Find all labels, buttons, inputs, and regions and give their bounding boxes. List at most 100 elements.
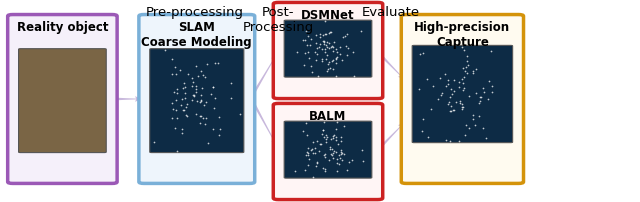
Point: [328, 67, 338, 70]
Point: [322, 69, 332, 73]
Point: [335, 157, 346, 160]
Point: [446, 87, 456, 91]
Point: [462, 72, 472, 75]
Point: [477, 126, 488, 129]
Point: [417, 129, 428, 133]
Point: [332, 50, 342, 53]
Point: [182, 103, 192, 106]
Point: [320, 168, 330, 171]
Point: [328, 45, 338, 48]
Point: [355, 29, 365, 32]
Point: [171, 73, 181, 76]
Point: [167, 101, 177, 104]
Point: [444, 100, 454, 104]
Point: [337, 159, 348, 162]
Point: [487, 90, 497, 93]
Point: [470, 123, 481, 126]
Point: [461, 59, 472, 63]
Point: [418, 117, 428, 120]
Point: [332, 161, 342, 165]
Point: [306, 148, 316, 152]
Point: [311, 165, 321, 168]
Point: [329, 133, 339, 137]
Point: [192, 100, 202, 103]
Point: [312, 53, 323, 56]
Point: [325, 146, 335, 149]
Point: [303, 35, 313, 38]
Point: [214, 133, 224, 136]
Point: [305, 38, 316, 41]
Point: [458, 66, 468, 70]
Point: [196, 98, 206, 101]
Point: [468, 117, 478, 120]
Point: [457, 77, 467, 80]
Point: [208, 85, 218, 88]
Point: [317, 39, 328, 43]
Point: [307, 152, 317, 155]
Point: [312, 140, 322, 143]
Point: [175, 103, 186, 106]
Point: [321, 43, 332, 46]
Point: [331, 136, 341, 139]
Point: [179, 86, 189, 89]
Point: [319, 155, 330, 158]
Point: [421, 78, 431, 81]
Point: [323, 63, 333, 66]
Point: [459, 49, 469, 52]
Point: [321, 57, 331, 61]
Point: [304, 158, 314, 161]
Point: [329, 149, 339, 153]
Point: [458, 81, 468, 85]
Point: [449, 108, 459, 111]
Point: [340, 44, 351, 48]
Point: [189, 93, 199, 96]
Point: [332, 55, 342, 58]
Point: [148, 141, 159, 144]
Point: [328, 49, 338, 53]
Point: [444, 103, 454, 106]
Point: [461, 66, 471, 69]
Point: [319, 121, 330, 124]
Text: Evaluate: Evaluate: [362, 6, 419, 19]
Point: [196, 94, 206, 97]
Point: [332, 121, 342, 124]
Point: [342, 168, 353, 172]
Point: [196, 115, 206, 118]
Text: DSMNet: DSMNet: [301, 9, 355, 22]
Point: [338, 36, 348, 39]
Point: [335, 52, 345, 55]
Point: [454, 80, 464, 83]
Point: [307, 147, 317, 151]
Point: [303, 153, 313, 156]
Point: [467, 71, 477, 74]
Point: [449, 78, 460, 81]
Point: [327, 148, 337, 151]
Point: [348, 50, 358, 54]
Point: [468, 114, 478, 117]
Point: [167, 72, 177, 76]
Point: [198, 103, 209, 106]
Point: [172, 116, 182, 120]
Point: [319, 42, 329, 45]
Point: [191, 112, 201, 116]
Point: [311, 34, 321, 37]
Point: [324, 147, 335, 150]
Point: [461, 124, 472, 127]
Point: [322, 41, 332, 44]
Point: [311, 42, 321, 45]
Point: [226, 81, 236, 84]
Point: [339, 124, 349, 128]
Point: [326, 138, 336, 141]
Point: [331, 74, 341, 78]
Point: [342, 46, 353, 50]
Point: [307, 65, 317, 68]
Point: [486, 49, 496, 52]
Point: [301, 134, 312, 137]
Point: [172, 150, 182, 153]
Point: [326, 31, 336, 34]
FancyBboxPatch shape: [284, 20, 372, 77]
Point: [314, 46, 324, 49]
Point: [300, 168, 310, 171]
Point: [433, 97, 444, 101]
Point: [319, 39, 329, 43]
